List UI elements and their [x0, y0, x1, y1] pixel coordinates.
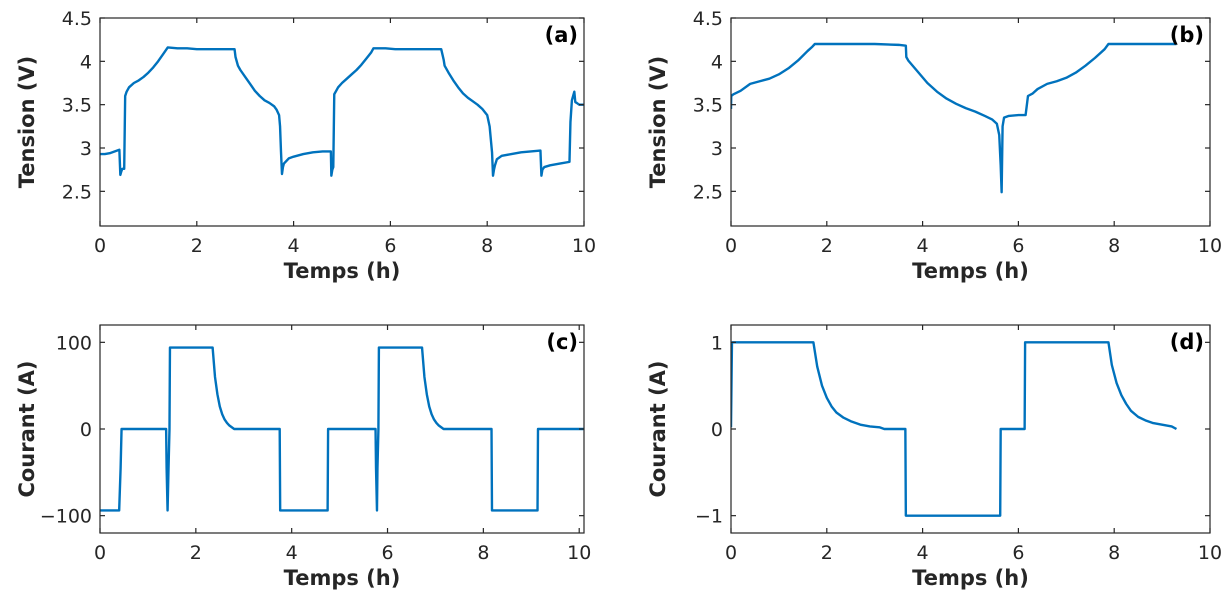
x-tick-label: 4: [917, 542, 929, 564]
x-tick-label: 10: [567, 542, 591, 564]
y-axis-label: Tension (V): [15, 56, 39, 189]
y-tick-label: 3: [711, 138, 723, 160]
y-tick-label: 3: [80, 138, 92, 160]
panel-b: 0 2 4 6 8 10 2.5 3 3.5 4 4.5 Temps (h) Tension (V) (b…: [646, 8, 1222, 283]
y-tick-label: 100: [56, 332, 92, 354]
y-tick-label: 2.5: [62, 181, 92, 203]
x-axis-label: Temps (h): [912, 566, 1029, 590]
series-line-0: [731, 42, 1177, 194]
x-tick-label: 0: [94, 235, 106, 257]
x-axis-label: Temps (h): [284, 259, 401, 283]
panel-a: 0 2 4 6 8 10 2.5 3 3.5 4 4.5 Temps (h) Tension (V) (a…: [15, 8, 596, 283]
series-line-0: [100, 46, 584, 177]
x-tick-label: 6: [381, 542, 393, 564]
x-tick-label: 0: [725, 542, 737, 564]
series-line-0: [100, 346, 584, 512]
y-axis-label: Courant (A): [15, 360, 39, 497]
x-tick-label: 4: [917, 235, 929, 257]
panel-label: (c): [546, 330, 578, 354]
y-tick-label: 4.5: [62, 8, 92, 30]
x-tick-label: 6: [1012, 235, 1024, 257]
panel-label: (d): [1170, 330, 1204, 354]
x-tick-label: 8: [481, 235, 493, 257]
x-tick-label: 10: [1198, 542, 1222, 564]
y-tick-label: 4: [80, 51, 92, 73]
y-axis-label: Tension (V): [646, 56, 670, 189]
x-tick-label: 2: [821, 235, 833, 257]
y-tick-label: 4: [711, 51, 723, 73]
x-tick-label: 4: [286, 542, 298, 564]
x-axis-label: Temps (h): [284, 566, 401, 590]
y-tick-label: −100: [40, 506, 92, 528]
y-tick-label: −1: [695, 506, 723, 528]
axes-box: [730, 17, 1211, 227]
x-tick-label: 2: [190, 542, 202, 564]
x-tick-label: 2: [191, 235, 203, 257]
x-tick-label: 4: [288, 235, 300, 257]
x-tick-label: 8: [1108, 235, 1120, 257]
y-axis-label: Courant (A): [646, 360, 670, 497]
y-tick-label: 0: [711, 419, 723, 441]
x-axis-label: Temps (h): [912, 259, 1029, 283]
y-tick-label: 0: [80, 419, 92, 441]
x-tick-label: 0: [725, 235, 737, 257]
x-tick-label: 0: [94, 542, 106, 564]
y-tick-label: 1: [711, 332, 723, 354]
axes-box: [730, 324, 1211, 534]
series-line-0: [731, 341, 1178, 517]
x-tick-label: 2: [821, 542, 833, 564]
x-tick-label: 8: [1108, 542, 1120, 564]
y-tick-label: 3.5: [693, 95, 723, 117]
y-tick-label: 4.5: [693, 8, 723, 30]
panel-label: (b): [1170, 23, 1204, 47]
x-tick-label: 6: [384, 235, 396, 257]
y-tick-label: 3.5: [62, 95, 92, 117]
x-tick-label: 6: [1012, 542, 1024, 564]
x-tick-label: 10: [572, 235, 596, 257]
x-tick-label: 10: [1198, 235, 1222, 257]
panel-label: (a): [545, 23, 578, 47]
y-tick-label: 2.5: [693, 181, 723, 203]
x-tick-label: 8: [477, 542, 489, 564]
axes-box: [99, 17, 585, 227]
